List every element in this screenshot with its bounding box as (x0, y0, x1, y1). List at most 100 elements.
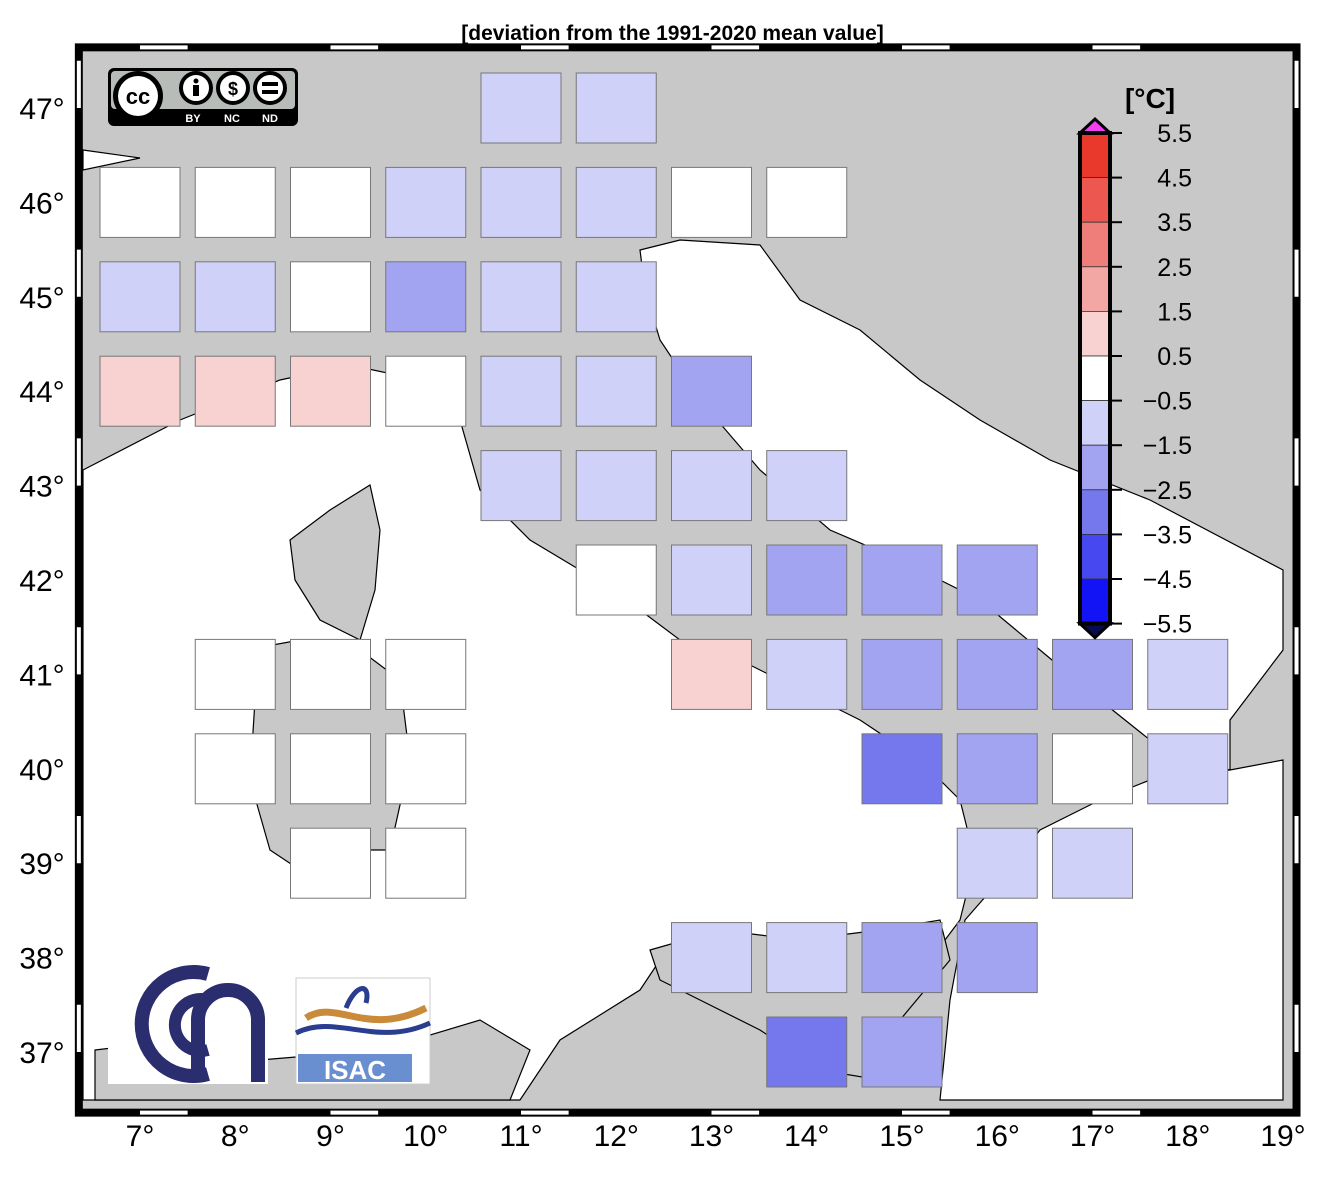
grid-cell (385, 733, 467, 805)
grid-cell (956, 733, 1038, 805)
colorbar-label: 0.5 (1157, 343, 1192, 371)
colorbar-outline (1078, 131, 1112, 626)
colorbar-label: −4.5 (1143, 566, 1192, 594)
frame-border (74, 43, 1301, 1117)
lat-tick-label: 45° (19, 282, 64, 315)
colorbar-segment (1079, 310, 1111, 357)
grid-cell (194, 261, 276, 333)
lon-tick-label: 11° (499, 1120, 542, 1153)
grid-cell (671, 166, 752, 238)
grid-cell (1052, 827, 1133, 899)
sea (82, 149, 141, 171)
lat-tick-label: 47° (19, 93, 64, 126)
colorbar: [°C] 5.5 4.5 3.5 2.5 1.5 0.5 −0.5 −1.5 −2.5 −3.5 −4… (1076, 83, 1192, 640)
grid-cell (99, 355, 181, 427)
lon-tick-label: 14° (784, 1120, 829, 1153)
grid-cell (480, 355, 562, 427)
grid-cell (671, 544, 752, 616)
colorbar-label: 1.5 (1157, 298, 1192, 326)
grid-cell (575, 355, 657, 427)
grid-cell (480, 450, 562, 522)
grid-cell (766, 450, 848, 522)
lat-tick-label: 41° (19, 659, 64, 692)
grid-cell (290, 166, 371, 238)
grid-cell (1052, 733, 1133, 805)
grid-cell (99, 166, 181, 238)
grid-cell (766, 638, 848, 710)
map-frame (74, 43, 1301, 1117)
grid-cell (575, 72, 657, 144)
lat-tick-label: 39° (19, 848, 64, 881)
lon-tick-label: 13° (689, 1120, 734, 1153)
grid-cell (290, 827, 371, 899)
cc-text: cc (126, 84, 150, 109)
grid-cell (671, 638, 752, 710)
colorbar-segment (1079, 177, 1111, 223)
colorbar-segment (1079, 444, 1111, 491)
lon-tick-label: 18° (1165, 1120, 1210, 1153)
grid-cell (575, 544, 657, 616)
grid-cell (956, 827, 1038, 899)
lon-tick-label: 15° (879, 1120, 924, 1153)
lon-tick-label: 9° (316, 1120, 345, 1153)
lat-tick-label: 44° (19, 376, 64, 409)
grid-cell (575, 261, 657, 333)
grid-cell (956, 638, 1038, 710)
grid-cell (956, 544, 1038, 616)
grid-cell (575, 450, 657, 522)
grid-cell (480, 72, 562, 144)
lat-tick-label: 46° (19, 187, 64, 220)
grid-cell (290, 355, 371, 427)
grid-cell (575, 166, 657, 238)
lon-tick-label: 8° (221, 1120, 250, 1153)
colorbar-label: −2.5 (1143, 477, 1192, 505)
grid-cell (290, 733, 371, 805)
grid-cell (1147, 733, 1229, 805)
grid-cell (194, 638, 276, 710)
colorbar-unit: [°C] (1125, 83, 1175, 114)
grid-cell (290, 261, 371, 333)
grid-cell (194, 166, 276, 238)
grid-cell (480, 166, 562, 238)
grid-cell (671, 355, 752, 427)
grid-cell (671, 450, 752, 522)
grid-cell (194, 733, 276, 805)
lon-tick-label: 17° (1070, 1120, 1115, 1153)
grid-cell (766, 166, 848, 238)
colorbar-segment (1079, 221, 1111, 268)
colorbar-label: 3.5 (1157, 209, 1192, 237)
lat-tick-label: 43° (19, 471, 64, 504)
grid-cell (385, 638, 467, 710)
colorbar-label: −1.5 (1143, 432, 1192, 460)
nc-text: NC (224, 113, 240, 125)
lat-tick-label: 37° (19, 1037, 64, 1070)
grid-cell (766, 1016, 848, 1088)
grid-cell (956, 922, 1038, 994)
axis-tick-labels: 7° 8° 9° 10° 11° 12° 13° 14° 15° 16° 17° 18° 19° 37° 3… (19, 93, 1305, 1153)
nd-text: ND (262, 113, 278, 125)
grid-cell (194, 355, 276, 427)
grid-cell (99, 261, 181, 333)
grid-cell (766, 544, 848, 616)
colorbar-label: −0.5 (1143, 388, 1192, 416)
colorbar-segment (1079, 578, 1111, 624)
grid-cell (385, 827, 467, 899)
grid-cell (671, 922, 752, 994)
cnr-logo (108, 962, 268, 1084)
lon-tick-label: 10° (403, 1120, 448, 1153)
grid-cell (766, 922, 848, 994)
grid-cell (385, 355, 467, 427)
grid-cell (861, 1016, 943, 1088)
colorbar-segment (1079, 534, 1111, 580)
lon-tick-label: 12° (594, 1120, 639, 1153)
colorbar-label: −3.5 (1143, 521, 1192, 549)
grid-cell (1052, 638, 1133, 710)
colorbar-label: 5.5 (1157, 120, 1192, 148)
island (289, 484, 381, 641)
grid-cell (861, 922, 943, 994)
colorbar-label: −5.5 (1143, 611, 1192, 639)
map-title: [deviation from the 1991-2020 mean value… (461, 22, 884, 45)
svg-text:$: $ (228, 79, 238, 99)
grid-cell (861, 544, 943, 616)
colorbar-label: 4.5 (1157, 165, 1192, 193)
